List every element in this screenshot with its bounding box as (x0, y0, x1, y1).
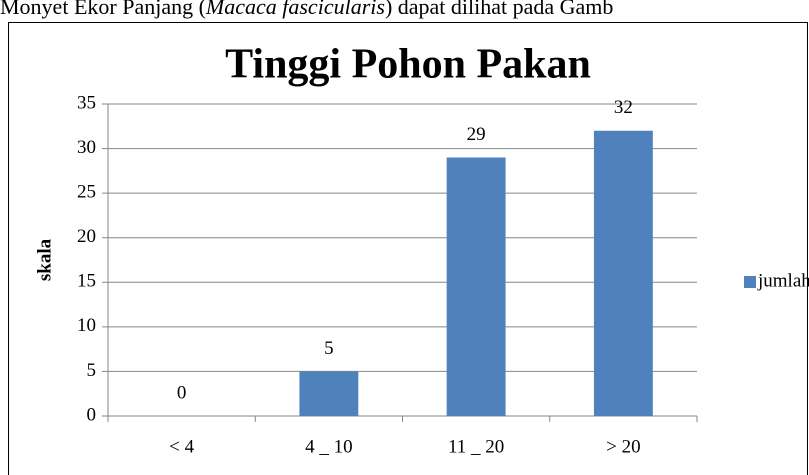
caption-text: Monyet Ekor Panjang ( (0, 0, 206, 19)
y-tick-label: 10 (77, 315, 96, 336)
caption-text: ) dapat dilihat pada Gamb (384, 0, 614, 19)
y-axis-label: skala (34, 238, 55, 281)
y-tick-label: 0 (87, 404, 97, 425)
legend-swatch (744, 276, 756, 288)
bar (446, 157, 506, 416)
y-tick-label: 35 (77, 92, 96, 113)
data-label: 29 (467, 124, 486, 145)
data-label: 0 (177, 382, 187, 403)
legend-label: jumlah (757, 270, 809, 291)
x-tick-label: > 20 (606, 436, 640, 457)
data-label: 5 (324, 338, 334, 359)
bar (593, 130, 653, 416)
chart-border (8, 22, 808, 475)
data-label: 32 (614, 97, 633, 118)
x-tick-label: 4 _ 10 (305, 436, 353, 457)
y-tick-label: 15 (77, 271, 96, 292)
x-tick-label: < 4 (169, 436, 194, 457)
caption-italic: Macaca fascicularis (205, 0, 385, 19)
y-tick-label: 5 (87, 360, 97, 381)
y-tick-label: 20 (77, 226, 96, 247)
x-tick-label: 11 _ 20 (448, 436, 504, 457)
chart-title: Tinggi Pohon Pakan (225, 42, 591, 88)
y-tick-label: 30 (77, 137, 96, 158)
y-tick-label: 25 (77, 182, 96, 203)
caption: Monyet Ekor Panjang (Macaca fascicularis… (0, 0, 809, 20)
bar (299, 371, 359, 416)
